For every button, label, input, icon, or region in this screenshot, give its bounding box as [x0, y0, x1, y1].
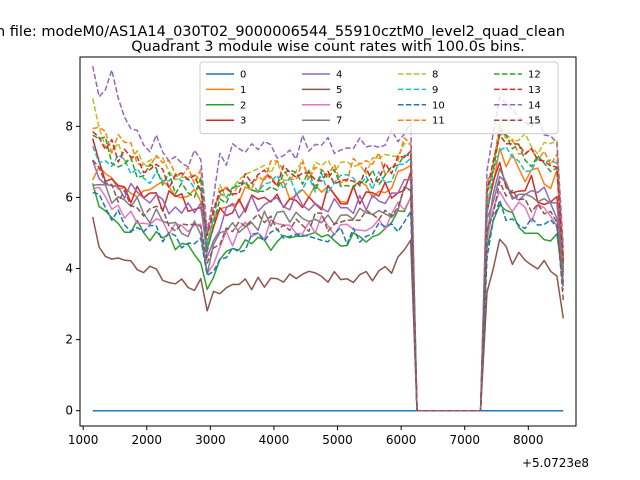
legend-label: 0 [240, 70, 246, 81]
x-axis-offset-label: +5.0723e8 [522, 456, 589, 470]
y-tick-label: 4 [65, 262, 73, 276]
plot-lines [91, 65, 565, 412]
figure-suptitle: n file: modeM0/AS1A14_030T02_9000006544_… [0, 24, 565, 40]
legend-label: 12 [528, 70, 541, 81]
legend-label: 15 [528, 116, 541, 127]
legend-label: 6 [336, 100, 342, 111]
legend-label: 11 [432, 116, 445, 127]
y-tick-label: 8 [65, 119, 73, 133]
y-tick-label: 2 [65, 333, 73, 347]
plot-frame [79, 56, 577, 427]
legend-box [199, 61, 559, 135]
x-tick-label: 3000 [195, 433, 226, 447]
legend-label: 3 [240, 116, 246, 127]
y-axis: 0 2 4 6 8 [65, 119, 80, 418]
x-tick-label: 1000 [68, 433, 99, 447]
legend-label: 14 [528, 100, 541, 111]
legend-label: 1 [240, 85, 246, 96]
legend-label: 4 [336, 70, 342, 81]
x-tick-label: 8000 [513, 433, 544, 447]
series-line-14 [91, 65, 565, 412]
legend-label: 8 [432, 70, 438, 81]
x-tick-label: 4000 [259, 433, 290, 447]
series-line-2 [91, 183, 565, 412]
legend-label: 9 [432, 85, 438, 96]
legend-label: 5 [336, 85, 342, 96]
legend-label: 10 [432, 100, 445, 111]
x-tick-label: 6000 [386, 433, 417, 447]
series-line-15 [92, 159, 565, 412]
x-tick-label: 7000 [449, 433, 480, 447]
x-axis: 1000 2000 3000 4000 5000 6000 7000 8000 [68, 426, 544, 447]
x-tick-label: 2000 [131, 433, 162, 447]
series-line-12 [92, 128, 565, 412]
x-tick-label: 5000 [322, 433, 353, 447]
legend-label: 13 [528, 85, 541, 96]
legend-label: 2 [240, 100, 246, 111]
chart-title: Quadrant 3 module wise count rates with … [131, 39, 525, 55]
series-line-5 [91, 216, 565, 412]
series-line-10 [92, 191, 565, 412]
y-tick-label: 6 [65, 190, 73, 204]
y-tick-label: 0 [65, 404, 73, 418]
legend-label: 7 [336, 116, 342, 127]
series-line-8 [91, 98, 565, 412]
